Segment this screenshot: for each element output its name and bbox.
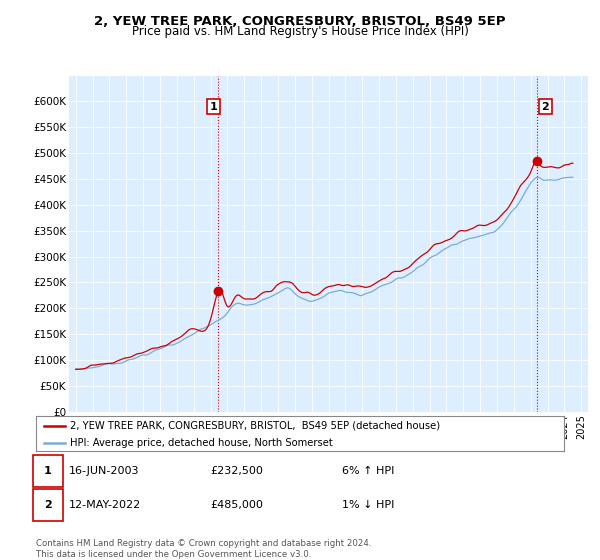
Text: 2, YEW TREE PARK, CONGRESBURY, BRISTOL, BS49 5EP: 2, YEW TREE PARK, CONGRESBURY, BRISTOL, … xyxy=(94,15,506,27)
Text: HPI: Average price, detached house, North Somerset: HPI: Average price, detached house, Nort… xyxy=(70,438,333,448)
Text: 1: 1 xyxy=(44,466,52,477)
Text: 2, YEW TREE PARK, CONGRESBURY, BRISTOL,  BS49 5EP (detached house): 2, YEW TREE PARK, CONGRESBURY, BRISTOL, … xyxy=(70,421,440,431)
Text: Price paid vs. HM Land Registry's House Price Index (HPI): Price paid vs. HM Land Registry's House … xyxy=(131,25,469,38)
Text: 6% ↑ HPI: 6% ↑ HPI xyxy=(342,466,394,477)
Text: 16-JUN-2003: 16-JUN-2003 xyxy=(69,466,139,477)
Text: 2: 2 xyxy=(541,101,549,111)
Text: 1% ↓ HPI: 1% ↓ HPI xyxy=(342,500,394,510)
Text: 1: 1 xyxy=(209,101,217,111)
Text: £485,000: £485,000 xyxy=(210,500,263,510)
Text: 2: 2 xyxy=(44,500,52,510)
Text: Contains HM Land Registry data © Crown copyright and database right 2024.
This d: Contains HM Land Registry data © Crown c… xyxy=(36,539,371,559)
Text: £232,500: £232,500 xyxy=(210,466,263,477)
Text: 12-MAY-2022: 12-MAY-2022 xyxy=(69,500,141,510)
